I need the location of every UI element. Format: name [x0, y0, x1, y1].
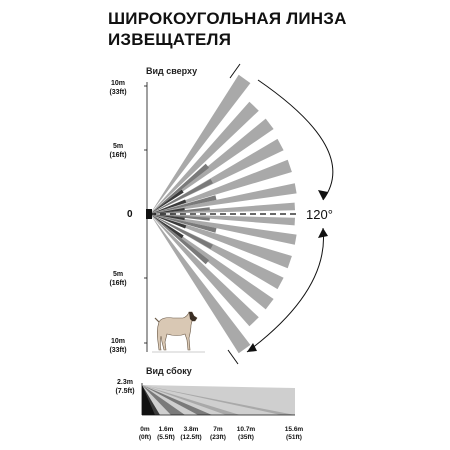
- beam-mid: [150, 179, 213, 214]
- beam-inner: [150, 189, 184, 214]
- side-dist-4: 10.7m (35ft): [236, 426, 256, 441]
- side-beam: [142, 385, 212, 415]
- side-detection-beams: [142, 385, 295, 415]
- side-beam-near: [142, 385, 155, 415]
- beam-outer: [150, 74, 251, 214]
- dog-icon: [154, 311, 198, 351]
- beam-outer: [150, 214, 297, 245]
- side-height-label: 2.3m (7.5ft): [115, 379, 135, 395]
- arc-arrow-lower-top: [318, 228, 328, 238]
- beam-inner: [150, 214, 184, 239]
- beam-outer: [150, 118, 274, 214]
- detection-beams: [150, 74, 297, 354]
- beam-outer: [150, 214, 251, 354]
- beam-inner: [150, 207, 185, 214]
- side-beam: [142, 385, 240, 415]
- side-dist-3: 7m (23ft): [210, 426, 226, 441]
- title-line-1: ШИРОКОУГОЛЬНАЯ ЛИНЗА: [108, 9, 347, 28]
- beam-outer: [150, 214, 274, 310]
- detector-icon: [146, 209, 152, 219]
- beam-outer: [150, 101, 259, 214]
- beam-mid: [150, 214, 213, 249]
- beam-outer: [150, 214, 259, 327]
- side-beam: [142, 385, 295, 415]
- beam-inner: [150, 214, 185, 221]
- beam-outer: [150, 183, 297, 214]
- top-dist-10m-lower: 10m (33ft): [109, 338, 127, 354]
- top-view-label: Вид сверху: [146, 66, 198, 76]
- side-dist-2: 3.8m (12.5ft): [180, 426, 202, 441]
- top-dist-5m-upper: 5m (16ft): [109, 143, 127, 159]
- top-dist-10m-upper: 10m (33ft): [109, 80, 127, 96]
- boundary-tick-lower: [227, 349, 239, 365]
- beam-inner: [150, 214, 187, 229]
- beam-outer: [150, 159, 292, 214]
- arc-arrow-lower: [247, 343, 257, 352]
- arc-upper: [257, 79, 334, 201]
- side-dist-5: 15.6m (51ft): [284, 426, 304, 441]
- side-dist-1: 1.6m (5.5ft): [157, 426, 175, 441]
- side-view-label: Вид сбоку: [146, 366, 192, 376]
- diagram-title: ШИРОКОУГОЛЬНАЯ ЛИНЗА ИЗВЕЩАТЕЛЯ: [108, 8, 368, 50]
- beam-mid: [150, 214, 217, 233]
- title-line-2: ИЗВЕЩАТЕЛЯ: [108, 30, 232, 49]
- beam-mid: [150, 163, 210, 214]
- arc-lower: [246, 227, 325, 353]
- beam-mid: [150, 195, 217, 214]
- angle-label: 120°: [306, 207, 333, 222]
- beam-outer: [150, 214, 292, 269]
- beam-inner: [150, 199, 187, 214]
- side-beam: [142, 385, 185, 415]
- top-dist-5m-lower: 5m (16ft): [109, 271, 127, 287]
- side-dist-0: 0m (0ft): [138, 426, 152, 441]
- beam-mid: [150, 214, 210, 265]
- top-dist-zero: 0: [127, 209, 133, 220]
- boundary-tick-upper: [229, 63, 241, 79]
- arc-arrow-upper: [318, 190, 328, 200]
